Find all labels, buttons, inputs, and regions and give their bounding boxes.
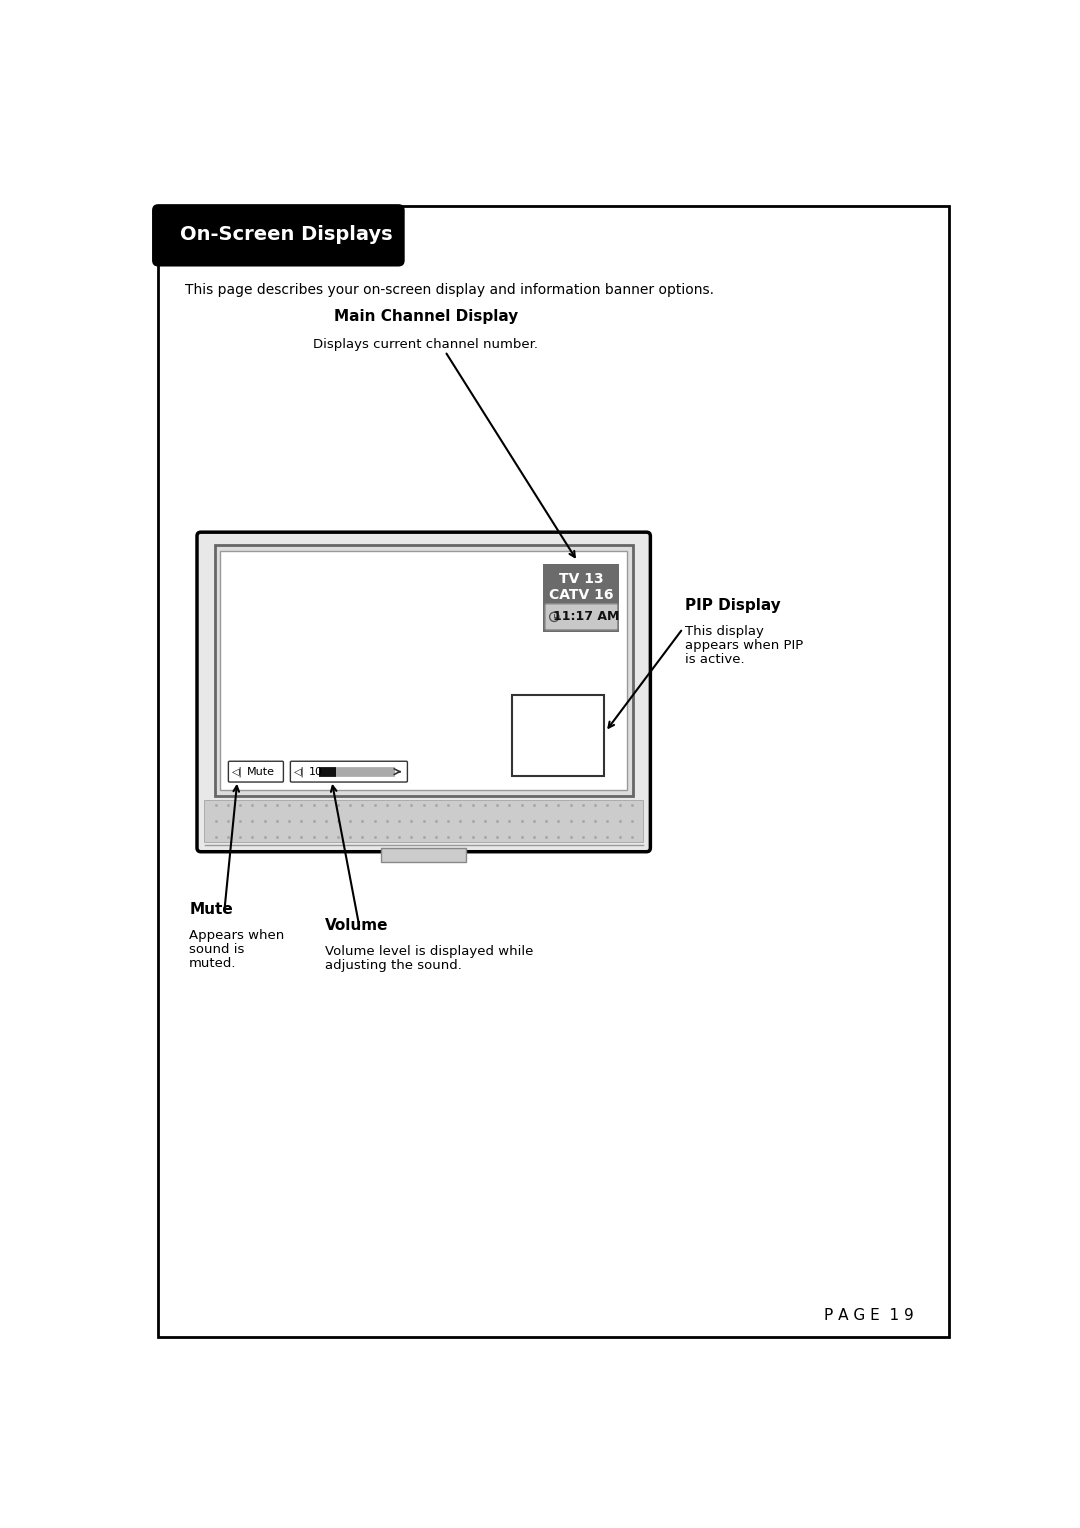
Text: This display: This display <box>685 625 765 639</box>
Bar <box>204 801 644 842</box>
Text: On-Screen Displays: On-Screen Displays <box>180 226 392 244</box>
FancyBboxPatch shape <box>197 532 650 851</box>
Bar <box>215 545 633 796</box>
Text: Displays current channel number.: Displays current channel number. <box>313 338 538 351</box>
Bar <box>220 550 627 790</box>
FancyBboxPatch shape <box>291 761 407 782</box>
Text: Volume: Volume <box>325 918 389 932</box>
FancyBboxPatch shape <box>228 761 283 782</box>
Text: CATV 16: CATV 16 <box>549 588 613 602</box>
Text: muted.: muted. <box>189 957 237 970</box>
Text: Volume level is displayed while: Volume level is displayed while <box>325 944 534 958</box>
Text: This page describes your on-screen display and information banner options.: This page describes your on-screen displ… <box>186 283 714 296</box>
Text: Main Channel Display: Main Channel Display <box>334 309 517 324</box>
Text: TV 13: TV 13 <box>559 571 604 587</box>
Text: Mute: Mute <box>189 902 233 917</box>
Text: Mute: Mute <box>246 767 274 776</box>
Text: 10: 10 <box>309 767 323 776</box>
FancyBboxPatch shape <box>545 604 618 630</box>
Bar <box>380 848 465 862</box>
Text: PIP Display: PIP Display <box>685 597 781 613</box>
Text: P A G E  1 9: P A G E 1 9 <box>824 1308 914 1323</box>
Text: sound is: sound is <box>189 943 245 957</box>
Text: Appears when: Appears when <box>189 929 284 943</box>
Text: ◁|: ◁| <box>232 767 243 776</box>
Text: appears when PIP: appears when PIP <box>685 639 804 652</box>
Bar <box>512 695 604 776</box>
FancyBboxPatch shape <box>152 205 405 266</box>
Text: 11:17 AM: 11:17 AM <box>553 610 619 623</box>
Text: ◁|: ◁| <box>294 767 305 776</box>
Text: adjusting the sound.: adjusting the sound. <box>325 958 462 972</box>
Text: is active.: is active. <box>685 652 745 666</box>
Bar <box>543 564 619 631</box>
